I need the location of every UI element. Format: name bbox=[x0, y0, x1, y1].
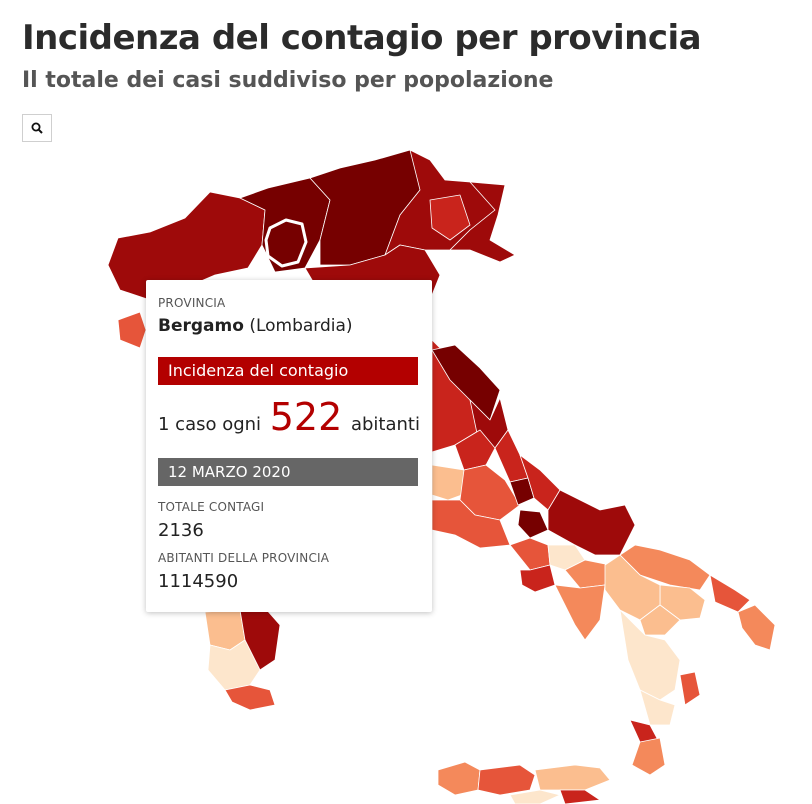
tooltip-province: Bergamo bbox=[158, 316, 244, 336]
total-cases-label: TOTALE CONTAGI bbox=[158, 500, 265, 514]
tooltip-province-name: Bergamo (Lombardia) bbox=[158, 316, 353, 336]
rate-value: 522 bbox=[269, 395, 343, 439]
province-caserta[interactable] bbox=[509, 537, 551, 571]
province-tooltip: PROVINCIA Bergamo (Lombardia) Incidenza … bbox=[146, 280, 432, 612]
search-button[interactable] bbox=[22, 114, 52, 142]
tooltip-label: PROVINCIA bbox=[158, 296, 226, 310]
search-icon bbox=[31, 122, 43, 134]
population-value: 1114590 bbox=[158, 571, 239, 592]
tooltip-incidence-heading: Incidenza del contagio bbox=[158, 357, 418, 385]
province-lazio-north[interactable] bbox=[431, 464, 471, 501]
tooltip-date: 12 MARZO 2020 bbox=[158, 458, 418, 486]
tooltip-region: (Lombardia) bbox=[249, 316, 353, 336]
italy-map bbox=[107, 149, 776, 804]
province-messina[interactable] bbox=[534, 764, 611, 791]
province-north-west[interactable] bbox=[107, 191, 266, 301]
province-matera[interactable] bbox=[639, 604, 681, 636]
page-subtitle: Il totale dei casi suddiviso per popolaz… bbox=[22, 68, 554, 93]
province-cosenza[interactable] bbox=[619, 609, 681, 701]
province-salerno[interactable] bbox=[554, 584, 606, 641]
province-enna[interactable] bbox=[509, 789, 561, 804]
province-bergamo[interactable] bbox=[264, 218, 308, 268]
total-cases-value: 2136 bbox=[158, 520, 204, 541]
province-udine[interactable] bbox=[429, 194, 471, 241]
province-crotone[interactable] bbox=[679, 671, 701, 706]
province-trapani[interactable] bbox=[437, 761, 481, 796]
province-marche[interactable] bbox=[431, 344, 501, 421]
page-title: Incidenza del contagio per provincia bbox=[22, 18, 702, 58]
province-palermo[interactable] bbox=[477, 764, 536, 796]
rate-suffix: abitanti bbox=[350, 414, 420, 435]
province-catania[interactable] bbox=[559, 789, 601, 804]
province-catanzaro[interactable] bbox=[639, 689, 676, 726]
province-oristano[interactable] bbox=[207, 639, 261, 691]
province-lecce[interactable] bbox=[737, 604, 776, 651]
tooltip-rate: 1 caso ogni 522 abitanti bbox=[158, 395, 420, 439]
province-brindisi[interactable] bbox=[709, 574, 751, 613]
population-label: ABITANTI DELLA PROVINCIA bbox=[158, 551, 330, 565]
rate-prefix: 1 caso ogni bbox=[158, 414, 262, 435]
province-friuli[interactable] bbox=[449, 181, 516, 263]
province-umbria[interactable] bbox=[454, 429, 496, 471]
province-reggio[interactable] bbox=[631, 737, 666, 776]
province-liguria[interactable] bbox=[117, 311, 147, 349]
province-cagliari[interactable] bbox=[224, 684, 276, 711]
province-molise[interactable] bbox=[517, 509, 549, 539]
province-napoli[interactable] bbox=[519, 564, 556, 593]
